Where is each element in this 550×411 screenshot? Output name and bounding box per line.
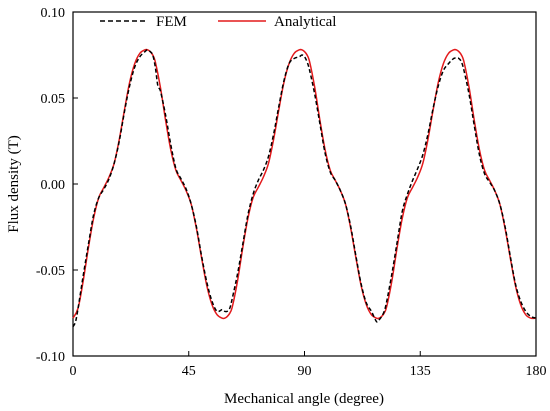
y-tick-label: 0.10: [41, 6, 66, 21]
x-tick-label: 135: [410, 364, 431, 379]
legend-label-analytical: Analytical: [274, 14, 336, 30]
y-tick-label: -0.05: [36, 264, 65, 279]
legend: FEM Analytical: [100, 14, 336, 30]
y-axis-ticks: -0.10 -0.05 0.00 0.05 0.10: [36, 6, 78, 365]
y-axis-label: Flux density (T): [6, 135, 22, 233]
x-tick-label: 0: [70, 364, 77, 379]
series-layer: [72, 48, 537, 328]
series-line-analytical: [72, 48, 537, 320]
y-tick-label: -0.10: [36, 350, 65, 365]
x-tick-label: 180: [526, 364, 547, 379]
y-tick-label: 0.00: [41, 178, 66, 193]
x-tick-label: 45: [182, 364, 196, 379]
x-axis-label: Mechanical angle (degree): [224, 391, 384, 407]
x-tick-label: 90: [298, 364, 312, 379]
y-tick-label: 0.05: [41, 92, 66, 107]
plot-area-frame: [72, 11, 537, 357]
legend-label-fem: FEM: [156, 14, 187, 30]
x-axis-ticks: 0 45 90 135 180: [70, 351, 547, 379]
series-line-fem: [72, 49, 537, 328]
